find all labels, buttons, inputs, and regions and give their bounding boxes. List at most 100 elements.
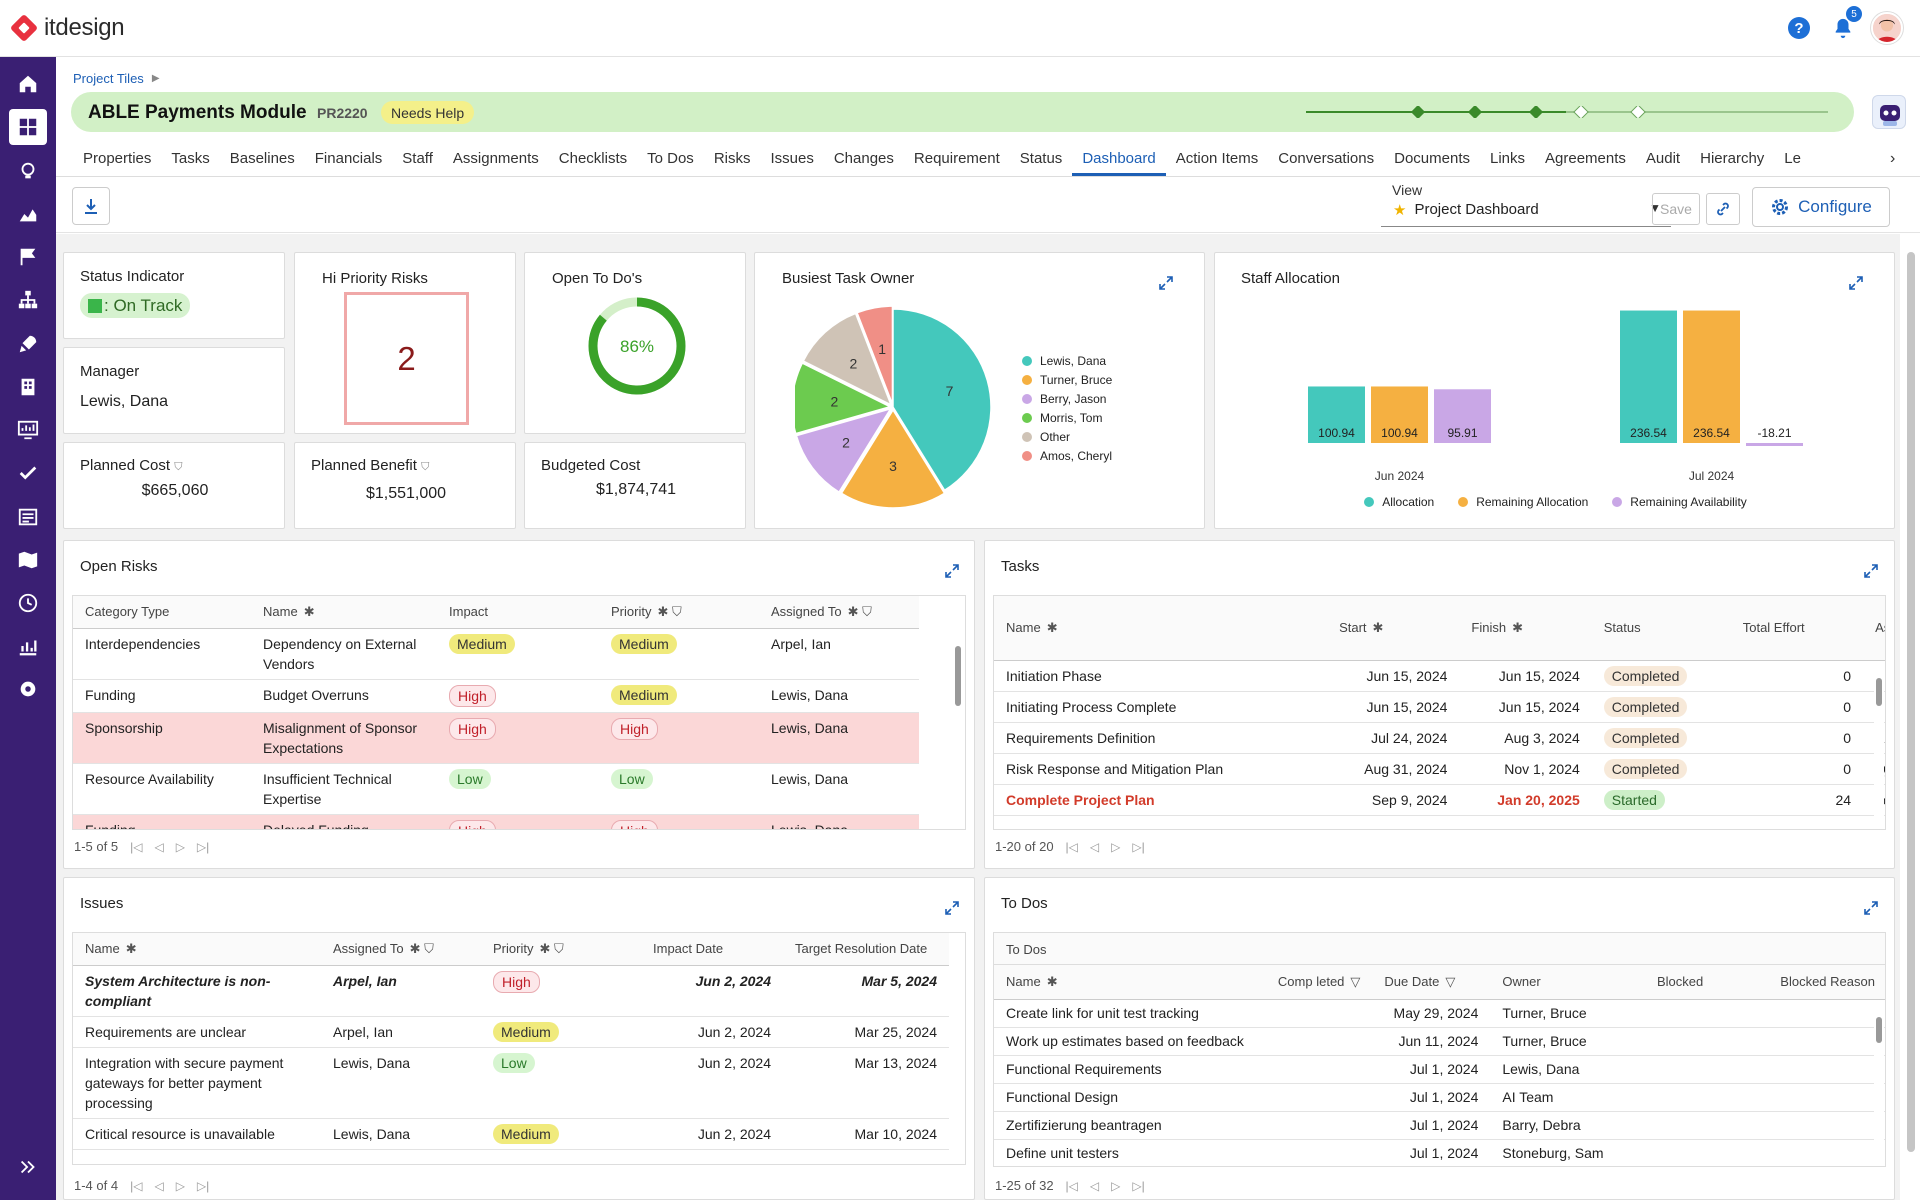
column-header[interactable]: Due Date ▽	[1372, 965, 1491, 1000]
first-page-icon[interactable]: |◁	[1065, 839, 1078, 854]
pie-slice[interactable]	[795, 362, 893, 435]
hi-priority-count[interactable]: 2	[344, 292, 469, 425]
configure-button[interactable]: Configure	[1752, 187, 1890, 227]
table-row[interactable]: Requirements are unclear Arpel, Ian Medium…	[73, 1016, 949, 1048]
last-page-icon[interactable]: ▷|	[196, 1178, 210, 1193]
next-page-icon[interactable]: ▷	[175, 1178, 185, 1193]
monitor-chart-icon[interactable]	[9, 412, 47, 448]
column-header[interactable]: Blocked	[1644, 965, 1769, 1000]
view-select[interactable]: ★ Project Dashboard ▼	[1381, 193, 1671, 227]
table-row[interactable]: Interdependencies Dependency on External …	[73, 628, 919, 680]
completed-cell[interactable]	[1265, 1027, 1373, 1056]
bar[interactable]	[1746, 443, 1803, 446]
column-header[interactable]: Priority ✱ ⛉	[599, 596, 759, 629]
completed-cell[interactable]	[1265, 1055, 1373, 1084]
completed-cell[interactable]	[1265, 1111, 1373, 1140]
tab-requirement[interactable]: Requirement	[913, 150, 1000, 167]
dashboard-grid-icon[interactable]	[9, 109, 47, 145]
save-button[interactable]: Save	[1652, 193, 1700, 225]
legend-item[interactable]: Amos, Cheryl	[1022, 446, 1112, 465]
bar[interactable]	[1434, 389, 1491, 443]
last-page-icon[interactable]: ▷|	[1132, 839, 1145, 854]
tab-dashboard[interactable]: Dashboard	[1072, 146, 1166, 176]
tab-risks[interactable]: Risks	[713, 150, 751, 167]
table-row[interactable]: Initiation Phase Jun 15, 2024 Jun 15, 2024…	[994, 660, 1885, 692]
column-header[interactable]: Start ✱	[1327, 596, 1460, 661]
tab-properties[interactable]: Properties	[83, 150, 152, 167]
table-row[interactable]: Critical resource is unavailable Lewis, D…	[73, 1118, 949, 1150]
idea-bulb-icon[interactable]	[9, 153, 47, 189]
building-icon[interactable]	[9, 369, 47, 405]
table-row[interactable]: Requirements Definition Jul 24, 2024 Aug 3…	[994, 722, 1885, 754]
sort-icon[interactable]: ✱	[1372, 619, 1384, 635]
todos-scrollbar[interactable]	[1874, 1003, 1884, 1166]
tasks-scrollbar[interactable]	[1874, 664, 1884, 829]
bar[interactable]	[1683, 310, 1740, 443]
expand-icon[interactable]	[1863, 900, 1879, 916]
table-row[interactable]: System Architecture is non-compliant Arpe…	[73, 965, 949, 1017]
expand-icon[interactable]	[944, 563, 960, 579]
tabs-scroll-right-icon[interactable]: ›	[1890, 150, 1896, 167]
legend-item[interactable]: Remaining Availability	[1612, 495, 1747, 509]
tab-status[interactable]: Status	[1019, 150, 1063, 167]
prev-page-icon[interactable]: ◁	[1089, 839, 1100, 854]
tab-le[interactable]: Le	[1784, 150, 1801, 167]
clock-icon[interactable]	[9, 585, 47, 621]
settings-gear-icon[interactable]	[9, 671, 47, 707]
column-header[interactable]: Status	[1591, 596, 1731, 661]
table-row[interactable]: Initiating Process Complete Jun 15, 2024 J…	[994, 691, 1885, 723]
flag-icon[interactable]	[9, 239, 47, 275]
sort-icon[interactable]: ✱ ⛉	[539, 940, 564, 956]
rocket-icon[interactable]	[9, 326, 47, 362]
bar[interactable]	[1308, 386, 1365, 443]
sort-icon[interactable]: ✱	[1046, 973, 1058, 989]
sort-icon[interactable]: ✱	[1046, 619, 1058, 635]
pie-slice[interactable]	[802, 312, 893, 407]
column-header[interactable]: Blocked Reason	[1768, 965, 1885, 1000]
column-header[interactable]: Impact	[437, 596, 599, 629]
tab-assignments[interactable]: Assignments	[452, 150, 539, 167]
pie-slice[interactable]	[840, 408, 946, 509]
completed-cell[interactable]	[1265, 1139, 1373, 1166]
legend-item[interactable]: Other	[1022, 427, 1112, 446]
column-header[interactable]: Impact Date	[641, 933, 783, 966]
expand-icon[interactable]	[1848, 275, 1864, 291]
table-row[interactable]: Integration with secure payment gateways…	[73, 1047, 949, 1119]
notifications-icon[interactable]: 5	[1829, 6, 1862, 42]
column-header[interactable]: Assigned Resou	[1863, 596, 1885, 661]
tab-baselines[interactable]: Baselines	[229, 150, 295, 167]
pie-slice[interactable]	[892, 308, 992, 492]
help-icon[interactable]: ?	[1785, 14, 1813, 42]
table-row[interactable]: Sponsorship Misalignment of Sponsor Expec…	[73, 712, 919, 764]
table-row[interactable]: Complete Project Plan Sep 9, 2024 Jan 20, …	[994, 784, 1885, 816]
table-row[interactable]: Functional Requirements Jul 1, 2024 Lewis,…	[994, 1055, 1885, 1084]
table-row[interactable]: Funding Delayed Funding High High Lewis, Dan…	[73, 814, 919, 829]
prev-page-icon[interactable]: ◁	[1089, 1178, 1100, 1193]
sort-icon[interactable]: ▽	[1445, 973, 1456, 989]
page-scrollbar[interactable]	[1906, 248, 1916, 1198]
form-icon[interactable]	[9, 499, 47, 535]
next-page-icon[interactable]: ▷	[1111, 1178, 1121, 1193]
column-header[interactable]: Owner	[1490, 965, 1645, 1000]
first-page-icon[interactable]: |◁	[130, 839, 143, 854]
tab-tasks[interactable]: Tasks	[171, 150, 210, 167]
column-header[interactable]: Priority ✱ ⛉	[481, 933, 641, 966]
sort-icon[interactable]: ✱	[1512, 619, 1524, 635]
bar[interactable]	[1620, 310, 1677, 443]
expand-sidebar-icon[interactable]	[9, 1149, 47, 1185]
completed-cell[interactable]	[1265, 999, 1373, 1028]
column-header[interactable]: Assigned To ✱ ⛉	[759, 596, 919, 629]
breadcrumb-link[interactable]: Project Tiles	[73, 71, 144, 86]
tab-issues[interactable]: Issues	[770, 150, 814, 167]
legend-item[interactable]: Lewis, Dana	[1022, 351, 1112, 370]
sort-icon[interactable]: ✱ ⛉	[409, 940, 434, 956]
legend-item[interactable]: Remaining Allocation	[1458, 495, 1588, 509]
tab-financials[interactable]: Financials	[314, 150, 383, 167]
bar[interactable]	[1371, 386, 1428, 443]
expand-icon[interactable]	[1863, 563, 1879, 579]
column-header[interactable]: Comp leted ▽	[1265, 965, 1373, 1000]
sort-icon[interactable]: ✱	[125, 940, 137, 956]
assistant-bot-icon[interactable]	[1872, 95, 1906, 129]
sort-icon[interactable]: ✱ ⛉	[657, 603, 682, 619]
next-page-icon[interactable]: ▷	[175, 839, 185, 854]
